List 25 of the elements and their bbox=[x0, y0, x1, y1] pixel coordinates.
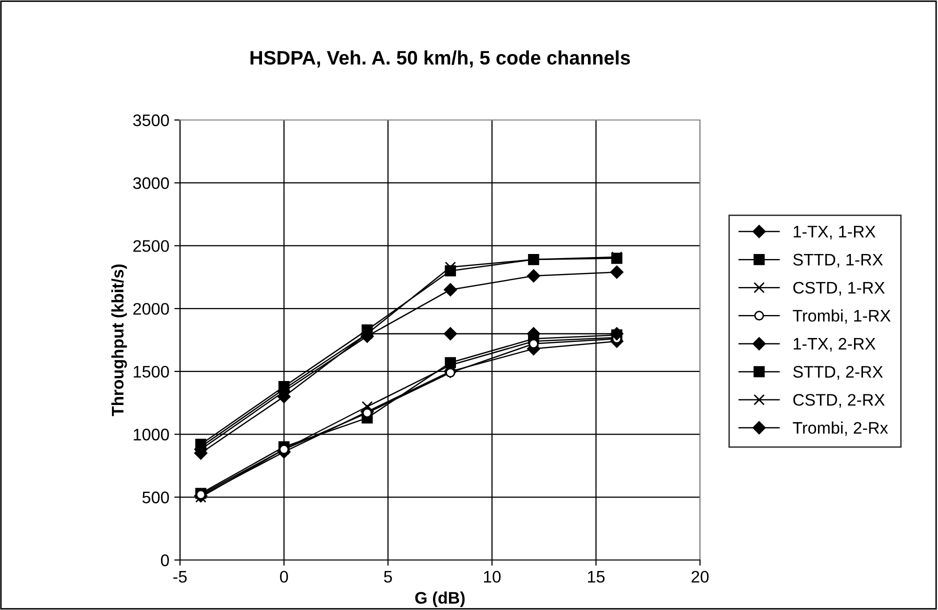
legend-label: CSTD, 1-RX bbox=[793, 282, 885, 296]
y-tick-label: 2500 bbox=[133, 240, 169, 252]
y-axis-title: Throughput (kbit/s) bbox=[111, 264, 127, 416]
legend-label: 1-TX, 1-RX bbox=[794, 226, 876, 240]
legend-label: STTD, 2-RX bbox=[793, 366, 883, 380]
y-tick-label: 2000 bbox=[133, 302, 169, 315]
y-tick-label: 500 bbox=[142, 492, 169, 504]
x-tick-label: 0 bbox=[280, 570, 288, 583]
legend-label: 1-TX, 2-RX bbox=[794, 338, 876, 352]
legend-label: CSTD, 2-RX bbox=[793, 394, 885, 408]
legend-label: STTD, 1-RX bbox=[793, 254, 883, 268]
x-axis-title: G (dB) bbox=[415, 592, 465, 608]
legend-label: Trombi, 1-RX bbox=[792, 309, 891, 324]
y-tick-label: 3000 bbox=[133, 177, 169, 190]
y-tick-label: 0 bbox=[160, 554, 169, 566]
x-tick-label: 10 bbox=[484, 570, 501, 583]
x-tick-label: 20 bbox=[692, 570, 709, 583]
y-tick-label: 1500 bbox=[134, 366, 169, 378]
legend-label: Trombi, 2-Rx bbox=[792, 422, 888, 436]
y-tick-label: 3500 bbox=[133, 114, 169, 126]
chart-title: HSDPA, Veh. A. 50 km/h, 5 code channels bbox=[250, 50, 630, 68]
x-tick-label: 15 bbox=[588, 571, 605, 583]
x-tick-label: -5 bbox=[173, 571, 187, 583]
y-tick-label: 1000 bbox=[134, 428, 169, 440]
x-tick-label: 5 bbox=[384, 571, 392, 583]
